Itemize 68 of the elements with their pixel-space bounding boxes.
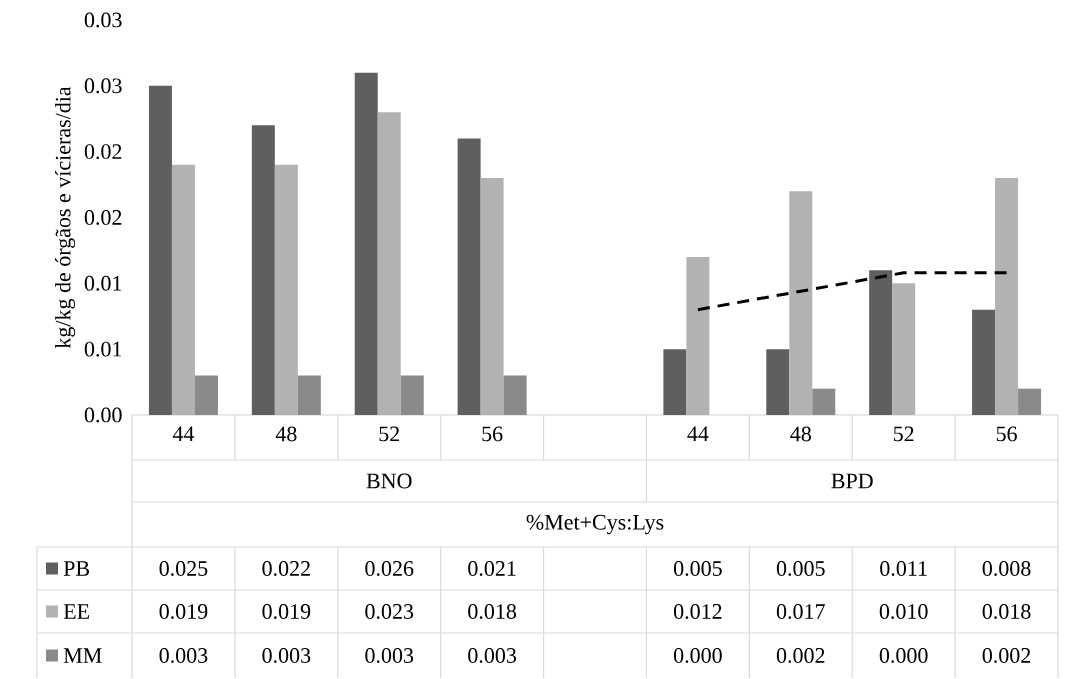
bar (480, 178, 504, 416)
bar (503, 375, 527, 416)
data-label: 0.008 (982, 561, 1031, 577)
data-label: 0.022 (262, 561, 310, 577)
text: BPD (831, 473, 873, 489)
data-label: 0.017 (776, 604, 825, 620)
data-label: 0.010 (879, 604, 928, 620)
x-tick-label: 44 (687, 426, 709, 442)
data-label: 0.003 (159, 648, 208, 664)
data-label: 0.003 (365, 648, 414, 664)
bar (869, 270, 893, 416)
x-tick-label: 56 (996, 426, 1017, 442)
data-label: 0.000 (673, 648, 722, 664)
legend-label: PB (63, 561, 90, 576)
y-tick-label: 0.03 (84, 78, 122, 94)
data-label: 0.012 (673, 604, 722, 620)
bar (457, 138, 481, 416)
bar (686, 257, 710, 416)
bar (766, 349, 790, 416)
bar (400, 375, 424, 416)
bar (789, 191, 813, 416)
bar (251, 125, 275, 416)
y-tick-label: 0.00 (84, 407, 122, 423)
data-label: 0.018 (468, 604, 517, 620)
data-label: 0.005 (673, 561, 722, 577)
data-label: 0.023 (365, 604, 414, 620)
data-label: 0.019 (262, 604, 311, 620)
data-label: 0.000 (879, 648, 928, 664)
bar (274, 165, 298, 416)
y-tick-label: 0.02 (84, 144, 122, 160)
y-tick-label: 0.01 (84, 341, 122, 357)
legend-label: MM (63, 648, 102, 663)
bar (377, 112, 401, 416)
data-label: 0.002 (776, 648, 825, 664)
x-tick-label: 48 (790, 426, 811, 442)
data-label: 0.005 (776, 561, 825, 577)
y-tick-label: 0.03 (84, 12, 122, 28)
data-label: 0.003 (262, 648, 311, 664)
data-label: 0.003 (468, 648, 517, 664)
x-tick-label: 44 (172, 426, 195, 442)
data-label: 0.026 (365, 561, 414, 577)
data-label: 0.002 (982, 648, 1031, 664)
y-tick-label: 0.02 (84, 210, 122, 226)
data-label: 0.018 (982, 604, 1031, 620)
bar (972, 309, 996, 416)
bar (663, 349, 687, 416)
data-label: 0.011 (880, 561, 927, 577)
text: BNO (366, 473, 412, 489)
bar (148, 86, 172, 416)
y-axis-title: kg/kg de órgãos e vícieras/dia (55, 86, 76, 349)
data-label: 0.025 (159, 561, 208, 577)
bar (297, 375, 321, 416)
y-tick-label: 0.01 (84, 276, 122, 291)
legend-label: EE (63, 604, 89, 619)
data-label: 0.019 (159, 604, 208, 620)
bar (995, 178, 1019, 416)
bar (354, 72, 378, 416)
x-tick-label: 56 (482, 426, 503, 442)
bar (194, 375, 218, 416)
bar (812, 388, 836, 416)
bar (1018, 388, 1042, 416)
data-label: 0.021 (468, 561, 516, 577)
bar (171, 165, 195, 416)
x-tick-label: 52 (893, 426, 914, 442)
x-tick-label: 48 (275, 426, 297, 442)
text: %Met+Cys:Lys (526, 515, 664, 535)
x-tick-label: 52 (379, 426, 400, 442)
bar (892, 283, 916, 416)
